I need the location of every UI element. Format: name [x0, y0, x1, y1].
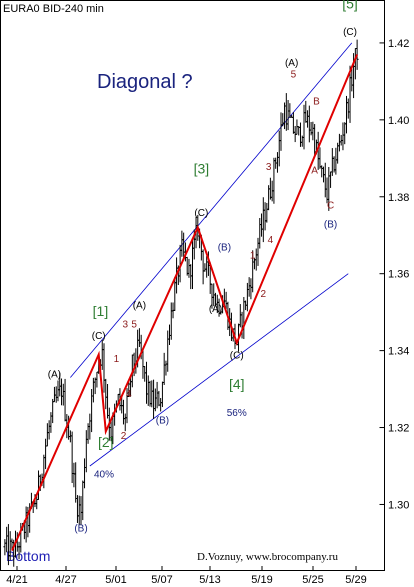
channel-lines	[70, 42, 353, 467]
wave-label: (C)	[343, 27, 357, 38]
y-tick-label: 1.30	[388, 499, 409, 511]
x-tick-label: 4/27	[55, 574, 76, 586]
wave-label: B	[313, 96, 320, 107]
credit-text: D.Voznuy, www.brocompany.ru	[197, 551, 338, 563]
wave-label: 1	[114, 354, 120, 365]
wave-label: 5	[291, 70, 297, 81]
y-tick-label: 1.34	[388, 346, 409, 358]
bottom-label: Bottom	[6, 548, 50, 564]
wave-label: [4]	[229, 376, 245, 392]
y-tick-label: 1.38	[388, 192, 409, 204]
wave-label: 5	[131, 320, 137, 331]
x-axis: 4/21 4/27 5/01 5/07 5/13 5/19 5/25 5/29	[6, 566, 367, 586]
wave-label: A	[311, 166, 318, 177]
wave-label: 1	[250, 250, 256, 261]
wave-label: [3]	[194, 161, 210, 177]
x-tick-label: 5/19	[251, 574, 272, 586]
y-axis: 1.30 1.32 1.34 1.36 1.38 1.40 1.42	[379, 38, 409, 511]
wave-label: 2	[261, 289, 267, 300]
x-tick-label: 5/13	[199, 574, 220, 586]
y-tick-label: 1.42	[388, 38, 409, 50]
wave-label: 3	[266, 162, 272, 173]
wave-label: [5]	[342, 0, 358, 11]
wave-line	[11, 54, 359, 552]
wave-lines	[11, 54, 359, 552]
wave-label: (C)	[194, 208, 208, 219]
wave-label: (A)	[285, 58, 298, 69]
x-tick-label: 5/25	[302, 574, 323, 586]
y-tick-label: 1.32	[388, 423, 409, 435]
chart-title: EURA0 BID-240 min	[3, 3, 104, 15]
wave-label: (C)	[230, 350, 244, 361]
wave-label: C	[327, 200, 334, 211]
x-tick-label: 4/21	[6, 574, 27, 586]
wave-label: 3	[122, 320, 128, 331]
headline-annotation: Diagonal ?	[97, 71, 193, 93]
wave-label: (A)	[48, 370, 61, 381]
wave-label: 4	[268, 235, 274, 246]
wave-label: (C)	[92, 331, 106, 342]
channel-line-upper	[70, 42, 353, 378]
x-tick-label: 5/01	[105, 574, 126, 586]
channel-line-lower	[89, 273, 349, 467]
x-tick-label: 5/07	[151, 574, 172, 586]
wave-label: 56%	[227, 408, 247, 419]
wave-label: (B)	[156, 416, 169, 427]
wave-label: [2]	[98, 434, 114, 450]
wave-label: (B)	[218, 243, 231, 254]
y-tick-label: 1.36	[388, 269, 409, 281]
wave-label: (A)	[209, 304, 222, 315]
wave-label: 4	[126, 389, 132, 400]
wave-label: (A)	[133, 300, 146, 311]
wave-label: [1]	[93, 303, 109, 319]
wave-label: 2	[121, 431, 127, 442]
x-tick-label: 5/29	[345, 574, 366, 586]
wave-label: 40%	[94, 470, 114, 481]
wave-label: (B)	[74, 523, 87, 534]
y-tick-label: 1.40	[388, 115, 409, 127]
wave-label: (B)	[324, 220, 337, 231]
wave-labels: (A)(B)(C)[1][2]40%12345(A)(B)(C)[3](B)(A…	[48, 0, 358, 534]
